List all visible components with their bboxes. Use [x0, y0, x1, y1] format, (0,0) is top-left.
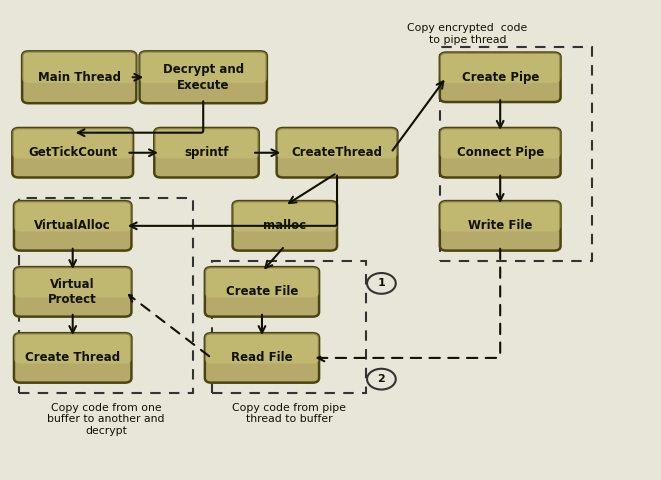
- Text: VirtualAlloc: VirtualAlloc: [34, 219, 111, 232]
- Bar: [212, 261, 366, 393]
- Text: 1: 1: [377, 278, 385, 288]
- FancyBboxPatch shape: [13, 128, 133, 158]
- FancyBboxPatch shape: [139, 51, 267, 83]
- FancyBboxPatch shape: [14, 201, 132, 231]
- Text: Write File: Write File: [468, 219, 532, 232]
- FancyBboxPatch shape: [22, 51, 136, 103]
- FancyBboxPatch shape: [205, 333, 319, 383]
- FancyBboxPatch shape: [440, 201, 561, 231]
- FancyBboxPatch shape: [14, 333, 132, 363]
- Text: Read File: Read File: [231, 351, 293, 364]
- FancyBboxPatch shape: [440, 128, 561, 158]
- FancyBboxPatch shape: [205, 333, 319, 363]
- Text: Connect Pipe: Connect Pipe: [457, 146, 544, 159]
- Text: CreateThread: CreateThread: [292, 146, 383, 159]
- FancyBboxPatch shape: [154, 128, 258, 178]
- FancyBboxPatch shape: [440, 128, 561, 178]
- FancyBboxPatch shape: [139, 51, 267, 103]
- FancyBboxPatch shape: [440, 52, 561, 102]
- FancyBboxPatch shape: [440, 52, 561, 83]
- FancyBboxPatch shape: [14, 333, 132, 383]
- FancyBboxPatch shape: [233, 201, 337, 251]
- FancyBboxPatch shape: [13, 128, 133, 178]
- FancyBboxPatch shape: [233, 201, 337, 231]
- FancyBboxPatch shape: [205, 267, 319, 298]
- Text: GetTickCount: GetTickCount: [28, 146, 117, 159]
- FancyBboxPatch shape: [154, 128, 258, 158]
- Bar: [19, 198, 194, 393]
- Text: Create Thread: Create Thread: [25, 351, 120, 364]
- Bar: [440, 47, 592, 261]
- Text: Copy code from one
buffer to another and
decrypt: Copy code from one buffer to another and…: [47, 403, 165, 436]
- Text: Virtual
Protect: Virtual Protect: [48, 277, 97, 306]
- Text: 2: 2: [377, 374, 385, 384]
- FancyBboxPatch shape: [14, 267, 132, 298]
- FancyBboxPatch shape: [22, 51, 136, 83]
- FancyBboxPatch shape: [14, 267, 132, 317]
- Text: Create File: Create File: [226, 286, 298, 299]
- Text: malloc: malloc: [263, 219, 307, 232]
- FancyBboxPatch shape: [277, 128, 397, 178]
- Text: Copy encrypted  code
to pipe thread: Copy encrypted code to pipe thread: [407, 23, 527, 45]
- Text: Copy code from pipe
thread to buffer: Copy code from pipe thread to buffer: [233, 403, 346, 424]
- Text: Create Pipe: Create Pipe: [461, 71, 539, 84]
- FancyBboxPatch shape: [277, 128, 397, 158]
- Text: Decrypt and
Execute: Decrypt and Execute: [163, 63, 244, 92]
- FancyBboxPatch shape: [14, 201, 132, 251]
- FancyBboxPatch shape: [205, 267, 319, 317]
- Text: Main Thread: Main Thread: [38, 71, 121, 84]
- Text: sprintf: sprintf: [184, 146, 229, 159]
- FancyBboxPatch shape: [440, 201, 561, 251]
